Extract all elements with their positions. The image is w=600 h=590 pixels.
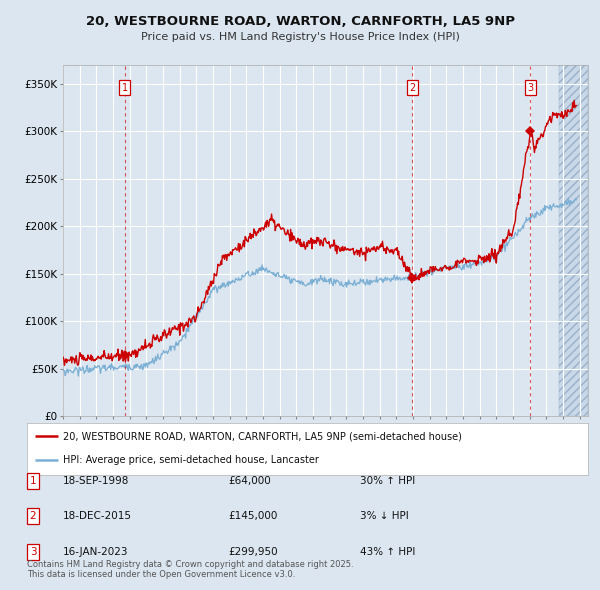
- Text: 1: 1: [29, 476, 37, 486]
- Text: £145,000: £145,000: [228, 512, 277, 521]
- Text: Contains HM Land Registry data © Crown copyright and database right 2025.
This d: Contains HM Land Registry data © Crown c…: [27, 560, 353, 579]
- Text: 3% ↓ HPI: 3% ↓ HPI: [360, 512, 409, 521]
- Text: 3: 3: [527, 83, 533, 93]
- Text: 43% ↑ HPI: 43% ↑ HPI: [360, 547, 415, 556]
- Text: 2: 2: [409, 83, 415, 93]
- Text: 18-DEC-2015: 18-DEC-2015: [63, 512, 132, 521]
- Text: 30% ↑ HPI: 30% ↑ HPI: [360, 476, 415, 486]
- Text: 20, WESTBOURNE ROAD, WARTON, CARNFORTH, LA5 9NP: 20, WESTBOURNE ROAD, WARTON, CARNFORTH, …: [86, 15, 515, 28]
- Text: 2: 2: [29, 512, 37, 521]
- Text: 16-JAN-2023: 16-JAN-2023: [63, 547, 128, 556]
- Bar: [559, 65, 588, 416]
- Text: 20, WESTBOURNE ROAD, WARTON, CARNFORTH, LA5 9NP (semi-detached house): 20, WESTBOURNE ROAD, WARTON, CARNFORTH, …: [64, 431, 463, 441]
- Text: 1: 1: [122, 83, 128, 93]
- Text: £299,950: £299,950: [228, 547, 278, 556]
- Text: Price paid vs. HM Land Registry's House Price Index (HPI): Price paid vs. HM Land Registry's House …: [140, 32, 460, 42]
- Text: £64,000: £64,000: [228, 476, 271, 486]
- Text: HPI: Average price, semi-detached house, Lancaster: HPI: Average price, semi-detached house,…: [64, 455, 319, 466]
- Text: 3: 3: [29, 547, 37, 556]
- Text: 18-SEP-1998: 18-SEP-1998: [63, 476, 130, 486]
